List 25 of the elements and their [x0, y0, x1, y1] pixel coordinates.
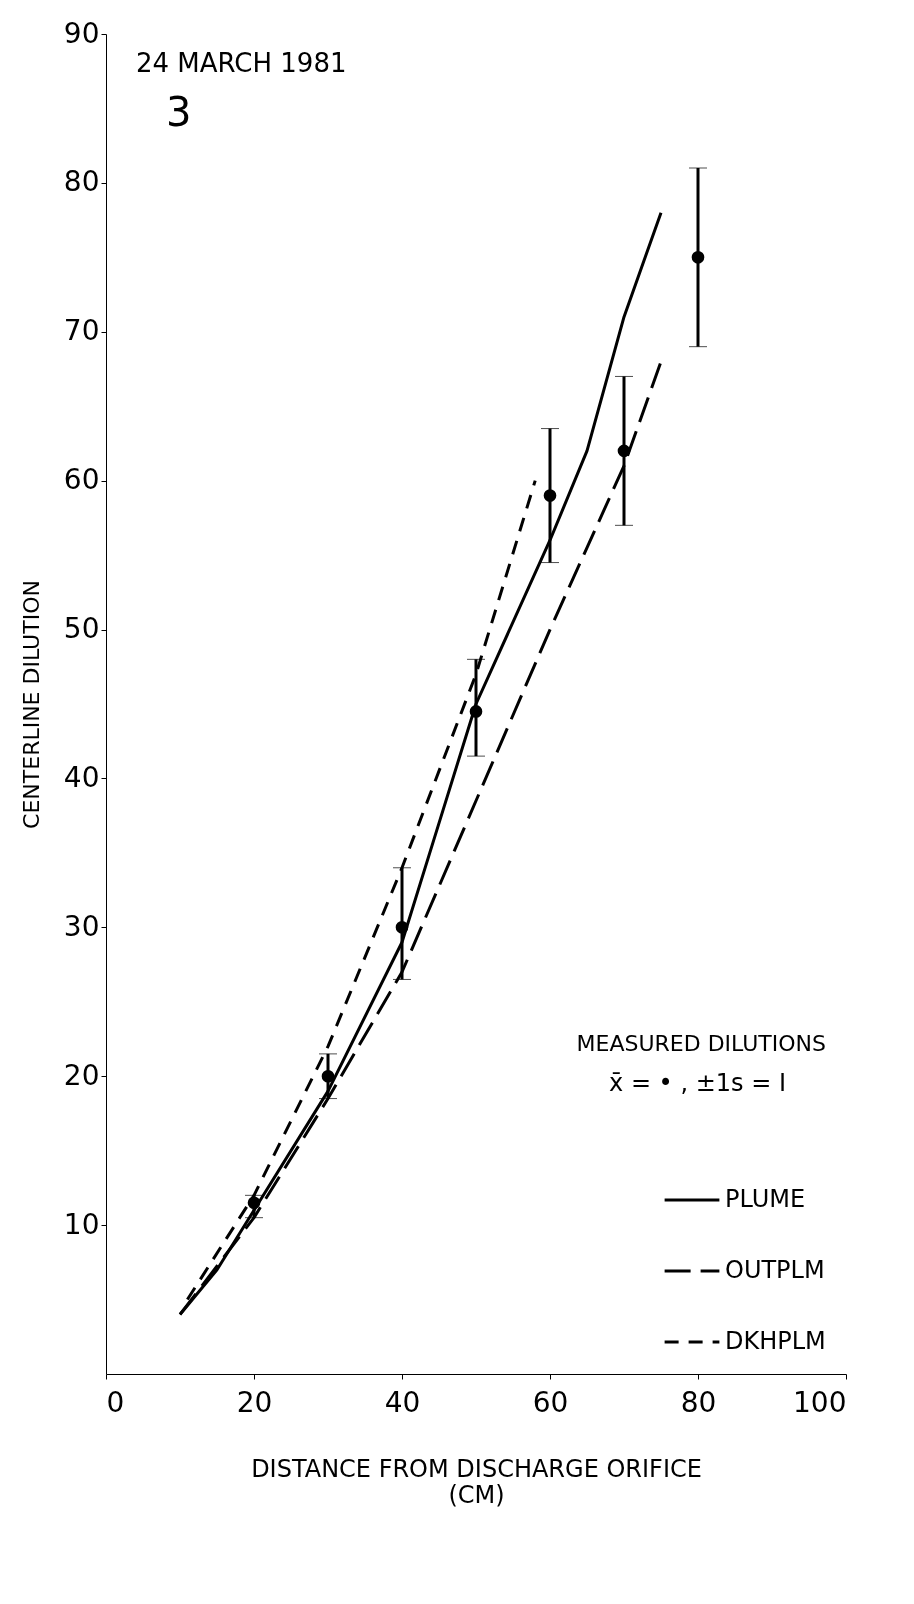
x-tick-label: 100	[793, 1385, 847, 1419]
annotation: 3	[166, 89, 192, 135]
x-tick-label: 20	[236, 1385, 273, 1419]
x-axis-title: DISTANCE FROM DISCHARGE ORIFICE (CM)	[251, 1454, 702, 1509]
legend-label: OUTPLM	[725, 1256, 825, 1284]
y-tick-label: 30	[63, 909, 100, 943]
y-tick-label: 80	[63, 165, 100, 199]
y-axis-title: CENTERLINE DILUTION	[18, 580, 44, 829]
legend-label: PLUME	[725, 1185, 806, 1213]
y-tick-label: 10	[63, 1207, 100, 1241]
y-tick-label: 20	[63, 1058, 100, 1092]
x-tick-label: 40	[384, 1385, 421, 1419]
x-tick-label: 0	[106, 1385, 125, 1419]
y-tick-label: 70	[63, 314, 100, 348]
x-tick-label: 60	[532, 1385, 569, 1419]
legend-label: DKHPLM	[725, 1327, 826, 1355]
annotation: 24 MARCH 1981	[136, 48, 347, 78]
line-series	[185, 479, 537, 1302]
y-tick-label: 90	[63, 16, 100, 50]
annotation: x̄ = • , ±1s = I	[609, 1069, 786, 1097]
y-tick-label: 50	[63, 612, 100, 646]
x-tick-label: 80	[680, 1385, 717, 1419]
y-tick-label: 40	[63, 760, 100, 794]
annotation: MEASURED DILUTIONS	[576, 1031, 826, 1056]
y-tick-label: 60	[63, 463, 100, 497]
